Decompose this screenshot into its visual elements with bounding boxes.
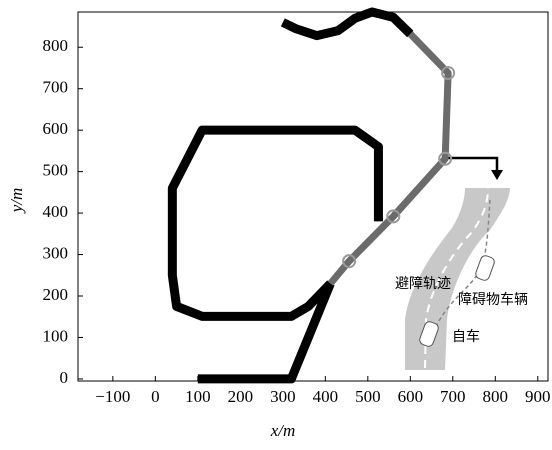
y-tick-label: 200 — [43, 285, 69, 304]
arrow — [445, 158, 497, 172]
annotation: 自车 — [452, 328, 480, 345]
annotation: 障碍物车辆 — [458, 291, 528, 308]
y-tick-label: 500 — [43, 161, 69, 180]
y-tick-label: 600 — [43, 119, 69, 138]
x-tick-label: 700 — [440, 387, 466, 406]
x-tick-label: 400 — [313, 387, 339, 406]
y-tick-label: 0 — [60, 368, 69, 387]
x-tick-label: 300 — [270, 387, 296, 406]
y-tick-label: 400 — [43, 202, 69, 221]
x-axis-label: x/m — [270, 421, 296, 440]
y-tick-label: 100 — [43, 326, 69, 345]
chart: x/m y/m −100 0 100 200 300 400 500 600 700 800 900… — [0, 0, 552, 445]
track-line — [172, 12, 410, 379]
x-tick-label: 800 — [483, 387, 509, 406]
x-tick-label: 0 — [151, 387, 160, 406]
x-tick-label: −100 — [95, 387, 130, 406]
track-line — [330, 34, 448, 284]
y-axis-label: y/m — [7, 188, 26, 215]
x-tick-label: 600 — [398, 387, 424, 406]
x-tick-label: 900 — [525, 387, 551, 406]
obstacle-car — [474, 254, 495, 281]
y-tick-label: 700 — [43, 78, 69, 97]
x-tick-label: 500 — [355, 387, 381, 406]
arrow-head — [491, 170, 503, 180]
annotation: 避障轨迹 — [395, 276, 451, 292]
y-tick-label: 800 — [43, 36, 69, 55]
y-tick-label: 300 — [43, 243, 69, 262]
x-tick-label: 100 — [185, 387, 211, 406]
x-tick-label: 200 — [228, 387, 254, 406]
